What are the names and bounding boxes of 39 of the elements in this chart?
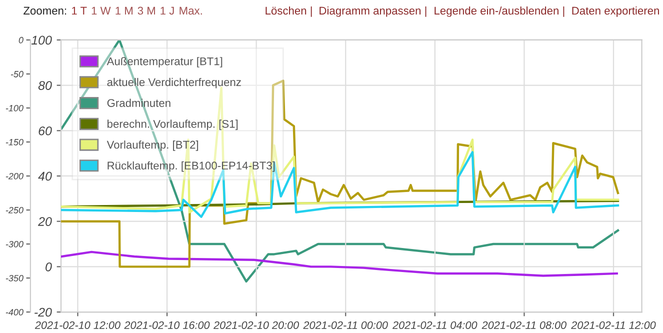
text: Max. — [180, 6, 202, 15]
text: 1 T — [72, 6, 87, 15]
y-tick-label: 0 — [46, 262, 52, 272]
y2-tick-label: -350 — [6, 274, 24, 282]
x-tick-label: 2021-02-10 16:00 — [124, 321, 210, 330]
y-tick-label: -20 — [34, 308, 52, 317]
line-series — [60, 151, 620, 218]
x-tick-label: 2021-02-11 08:00 — [482, 321, 566, 330]
y2-tick-label: -400 — [6, 308, 24, 316]
x-tick-label: 2021-02-10 20:00 — [214, 321, 300, 330]
text: 1 W — [92, 6, 111, 15]
legend-label: berechn. Vorlauftemp. [S1] — [108, 120, 238, 130]
text: Löschen | — [266, 6, 312, 17]
text: Zoomen: — [24, 6, 66, 15]
x-tick-label: 2021-02-11 04:00 — [392, 321, 478, 330]
y2-tick-label: -250 — [6, 206, 24, 214]
y-tick-label: 40 — [38, 172, 52, 181]
text: 1 M — [116, 6, 132, 15]
y-tick-label: 20 — [38, 217, 52, 226]
line-series — [60, 80, 620, 268]
x-tick-label: 2021-02-10 12:00 — [34, 321, 120, 330]
x-tick-label: 2021-02-11 00:00 — [303, 321, 388, 330]
y2-tick-label: -100 — [6, 104, 24, 112]
text: 3 M — [138, 6, 155, 15]
line-series — [60, 40, 620, 283]
text: Diagramm anpassen | — [320, 6, 426, 17]
y2-tick-label: -200 — [6, 172, 24, 180]
text: Daten exportieren — [572, 6, 659, 17]
text: Legende ein-/ausblenden | — [434, 6, 564, 17]
y2-tick-label: -50 — [10, 70, 24, 78]
x-tick-label: 2021-02-11 12:00 — [571, 321, 656, 330]
text: 1 J — [160, 6, 174, 15]
y-tick-label: 60 — [38, 126, 52, 136]
y2-tick-label: -150 — [6, 138, 24, 146]
y2-tick-label: 0 — [18, 36, 24, 44]
y-tick-label: 80 — [38, 81, 52, 90]
y2-tick-label: -300 — [6, 240, 24, 248]
y-tick-label: 100 — [31, 36, 52, 45]
line-series — [60, 250, 618, 277]
